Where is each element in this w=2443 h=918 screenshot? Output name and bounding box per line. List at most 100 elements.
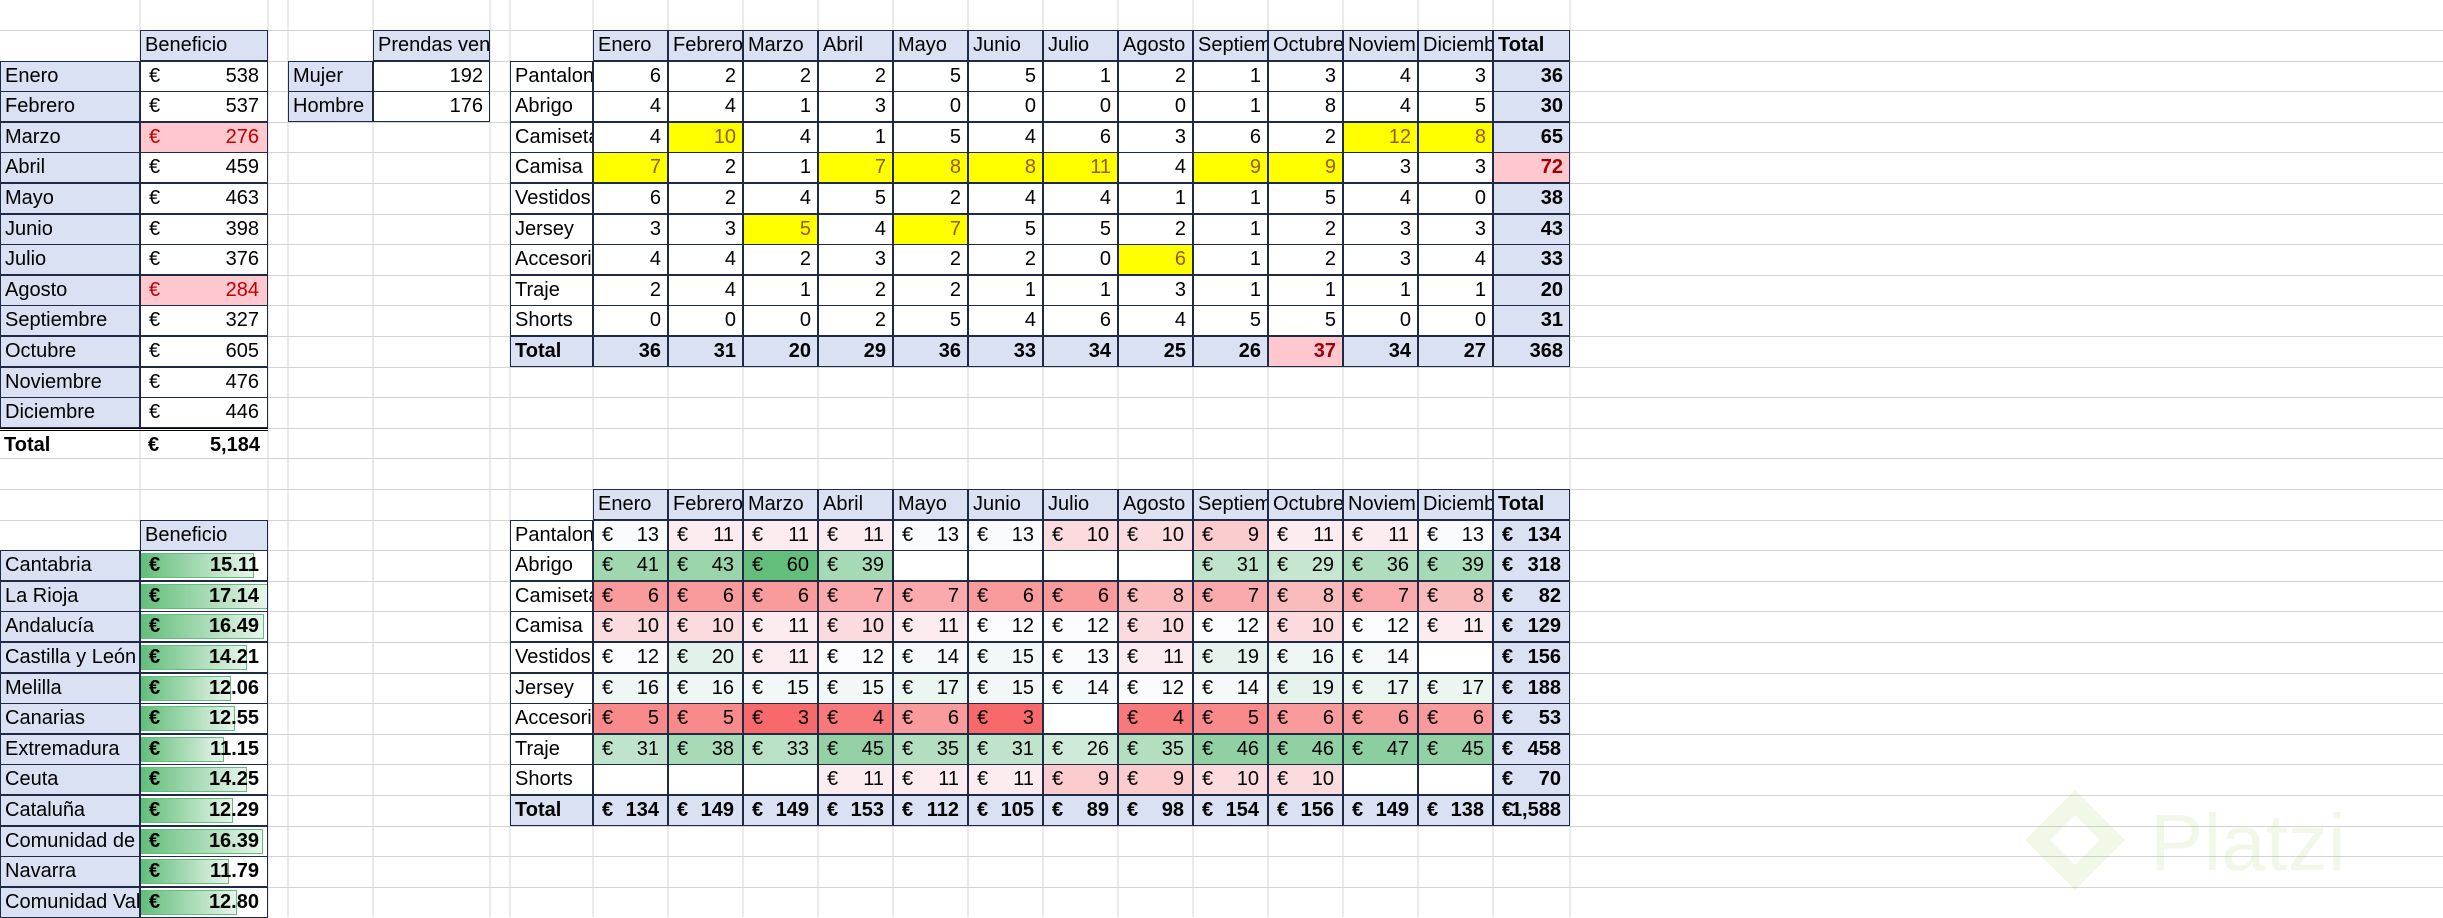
units-cell[interactable]: 8 xyxy=(893,152,968,183)
units-cell[interactable]: 7 xyxy=(893,214,968,245)
units-cell[interactable]: 5 xyxy=(968,61,1043,92)
header-beneficio[interactable]: Beneficio xyxy=(140,30,268,61)
profit-cell[interactable]: €31 xyxy=(968,734,1043,765)
product-label[interactable]: Abrigo xyxy=(510,550,593,581)
profit-cell[interactable]: €14 xyxy=(1193,673,1268,704)
units-cell[interactable]: 1 xyxy=(1043,61,1118,92)
units-cell[interactable]: 4 xyxy=(1118,152,1193,183)
profit-cell[interactable]: €12 xyxy=(1043,611,1118,642)
units-cell[interactable]: 3 xyxy=(1418,214,1493,245)
units-cell[interactable]: 2 xyxy=(668,152,743,183)
profit-cell[interactable]: €11 xyxy=(743,611,818,642)
units-cell[interactable]: 1 xyxy=(1193,275,1268,306)
profit-cell[interactable]: €11 xyxy=(668,520,743,551)
monthly-profit-cell[interactable]: €327 xyxy=(140,305,268,336)
region-label[interactable]: Navarra xyxy=(0,856,140,887)
month-header[interactable]: Octubre xyxy=(1268,30,1343,61)
units-col-total[interactable]: 20 xyxy=(743,336,818,367)
profit-cell[interactable]: €11 xyxy=(893,611,968,642)
product-label[interactable]: Accesorios xyxy=(510,703,593,734)
month-label[interactable]: Septiembre xyxy=(0,305,140,336)
units-cell[interactable]: 4 xyxy=(743,122,818,153)
region-label[interactable]: Ceuta xyxy=(0,764,140,795)
units-cell[interactable]: 3 xyxy=(1118,275,1193,306)
region-label[interactable]: Cantabria xyxy=(0,550,140,581)
month-header[interactable]: Marzo xyxy=(743,30,818,61)
gender-label[interactable]: Mujer xyxy=(288,61,373,92)
profit-cell[interactable]: €36 xyxy=(1343,550,1418,581)
region-profit-cell[interactable]: €12.29 xyxy=(140,795,268,826)
profit-cell[interactable]: €16 xyxy=(593,673,668,704)
region-label[interactable]: Canarias xyxy=(0,703,140,734)
units-col-total[interactable]: 31 xyxy=(668,336,743,367)
profit-cell[interactable]: €13 xyxy=(893,520,968,551)
units-cell[interactable]: 2 xyxy=(893,275,968,306)
total-label[interactable]: Total xyxy=(510,795,593,826)
profit-cell[interactable]: €60 xyxy=(743,550,818,581)
product-label[interactable]: Camiseta xyxy=(510,581,593,612)
units-cell[interactable]: 0 xyxy=(893,91,968,122)
units-cell[interactable]: 1 xyxy=(1418,275,1493,306)
region-label[interactable]: Cataluña xyxy=(0,795,140,826)
units-cell[interactable]: 3 xyxy=(1343,244,1418,275)
profit-cell[interactable]: €9 xyxy=(1118,764,1193,795)
profit-cell[interactable]: €14 xyxy=(1343,642,1418,673)
units-cell[interactable]: 1 xyxy=(1268,275,1343,306)
units-cell[interactable]: 0 xyxy=(1118,91,1193,122)
region-profit-cell[interactable]: €16.49 xyxy=(140,611,268,642)
units-cell[interactable]: 0 xyxy=(743,305,818,336)
product-label[interactable]: Vestidos xyxy=(510,642,593,673)
units-cell[interactable]: 2 xyxy=(668,61,743,92)
units-col-total[interactable]: 29 xyxy=(818,336,893,367)
product-label[interactable]: Camisa xyxy=(510,152,593,183)
monthly-profit-cell[interactable]: €463 xyxy=(140,183,268,214)
profit-cell[interactable]: €5 xyxy=(593,703,668,734)
profit-cell[interactable]: €4 xyxy=(1118,703,1193,734)
profit-col-total[interactable]: €149 xyxy=(743,795,818,826)
profit-cell[interactable] xyxy=(968,550,1043,581)
units-cell[interactable]: 2 xyxy=(1268,122,1343,153)
monthly-profit-cell[interactable]: €398 xyxy=(140,214,268,245)
profit-row-total[interactable]: €53 xyxy=(1493,703,1570,734)
profit-cell[interactable]: €17 xyxy=(1418,673,1493,704)
region-profit-cell[interactable]: €15.11 xyxy=(140,550,268,581)
profit-cell[interactable]: €10 xyxy=(1118,520,1193,551)
units-col-total[interactable]: 27 xyxy=(1418,336,1493,367)
profit-cell[interactable]: €31 xyxy=(593,734,668,765)
units-cell[interactable]: 2 xyxy=(968,244,1043,275)
monthly-profit-cell[interactable]: €459 xyxy=(140,152,268,183)
units-cell[interactable]: 4 xyxy=(1343,91,1418,122)
units-cell[interactable]: 4 xyxy=(1418,244,1493,275)
profit-cell[interactable]: €6 xyxy=(743,581,818,612)
units-cell[interactable]: 4 xyxy=(593,91,668,122)
profit-cell[interactable]: €16 xyxy=(1268,642,1343,673)
units-cell[interactable]: 2 xyxy=(818,305,893,336)
profit-cell[interactable]: €11 xyxy=(818,520,893,551)
profit-row-total[interactable]: €129 xyxy=(1493,611,1570,642)
month-header[interactable]: Abril xyxy=(818,30,893,61)
units-cell[interactable]: 0 xyxy=(1043,244,1118,275)
profit-cell[interactable]: €47 xyxy=(1343,734,1418,765)
product-label[interactable]: Jersey xyxy=(510,214,593,245)
units-cell[interactable]: 4 xyxy=(968,122,1043,153)
units-cell[interactable]: 8 xyxy=(1418,122,1493,153)
units-cell[interactable]: 5 xyxy=(818,183,893,214)
units-cell[interactable]: 6 xyxy=(1193,122,1268,153)
profit-cell[interactable]: €41 xyxy=(593,550,668,581)
profit-cell[interactable]: €12 xyxy=(1343,611,1418,642)
units-cell[interactable]: 1 xyxy=(1193,91,1268,122)
month-label[interactable]: Agosto xyxy=(0,275,140,306)
profit-cell[interactable]: €4 xyxy=(818,703,893,734)
month-label[interactable]: Julio xyxy=(0,244,140,275)
profit-cell[interactable]: €15 xyxy=(743,673,818,704)
units-cell[interactable]: 4 xyxy=(593,122,668,153)
month-header[interactable]: Diciembre xyxy=(1418,489,1493,520)
month-label[interactable]: Abril xyxy=(0,152,140,183)
region-profit-cell[interactable]: €16.39 xyxy=(140,826,268,857)
gender-sales-value[interactable]: 192 xyxy=(373,61,490,92)
units-cell[interactable]: 12 xyxy=(1343,122,1418,153)
profit-cell[interactable]: €12 xyxy=(593,642,668,673)
units-cell[interactable]: 4 xyxy=(968,183,1043,214)
units-cell[interactable]: 1 xyxy=(1193,61,1268,92)
profit-col-total[interactable]: €149 xyxy=(668,795,743,826)
